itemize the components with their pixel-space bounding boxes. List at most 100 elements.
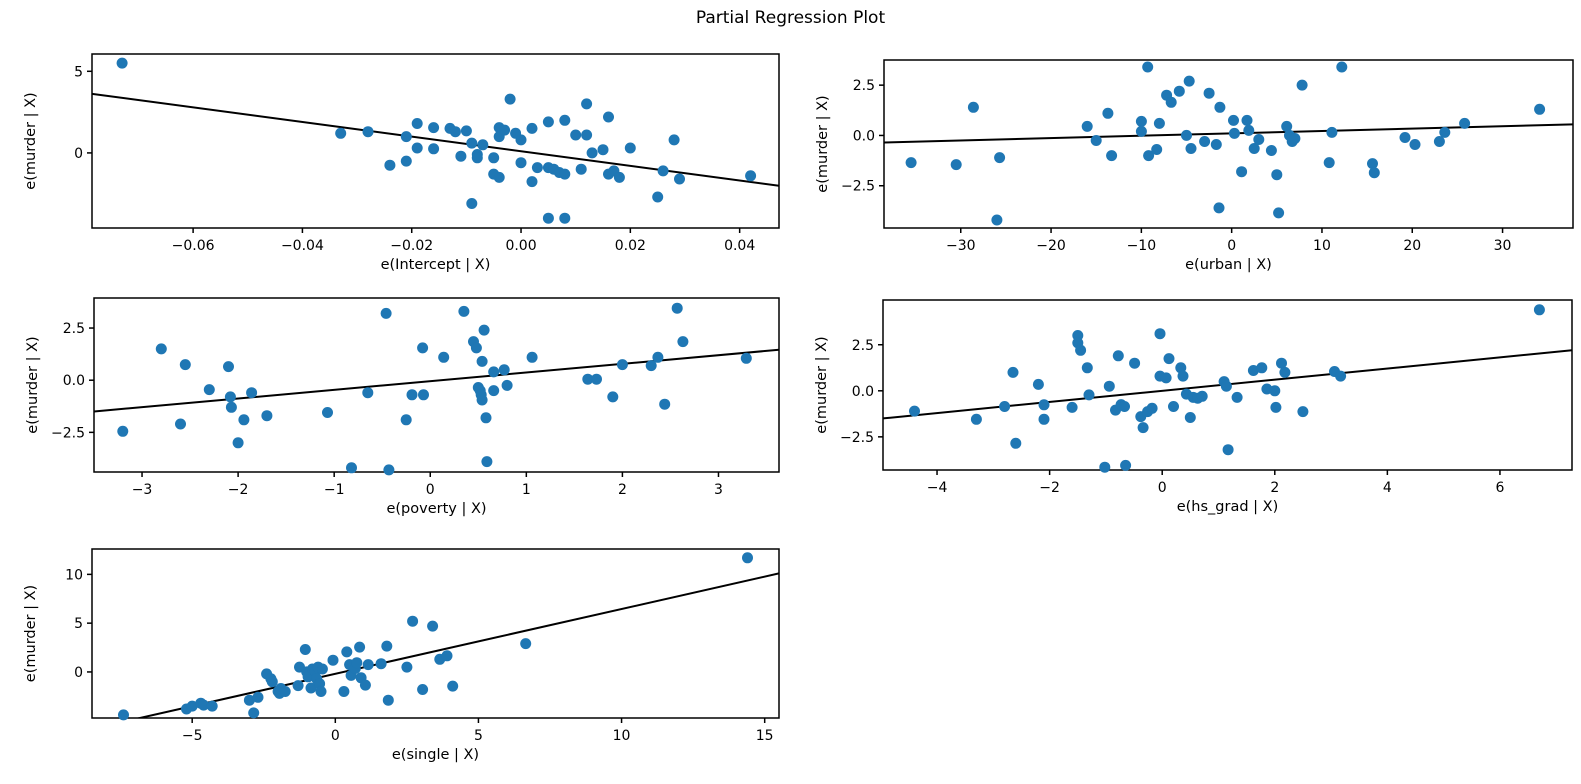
scatter-point bbox=[354, 641, 366, 653]
scatter-point bbox=[1154, 328, 1166, 340]
scatter-point bbox=[1297, 406, 1309, 418]
scatter-point bbox=[994, 152, 1006, 164]
scatter-point bbox=[1184, 412, 1196, 423]
scatter-point bbox=[460, 125, 472, 137]
scatter-point bbox=[1279, 366, 1291, 378]
scatter-point bbox=[428, 122, 440, 134]
scatter-point bbox=[1335, 370, 1347, 382]
y-tick-label: 0.0 bbox=[63, 373, 85, 389]
x-tick-label: 6 bbox=[1495, 480, 1504, 496]
scatter-point bbox=[559, 114, 571, 126]
scatter-point bbox=[417, 684, 429, 695]
scatter-point bbox=[1010, 437, 1022, 449]
scatter-point bbox=[581, 129, 593, 141]
scatter-point bbox=[243, 694, 255, 706]
scatter-point bbox=[1153, 117, 1165, 129]
scatter-point bbox=[1533, 304, 1545, 316]
scatter-point bbox=[1326, 126, 1338, 138]
scatter-point bbox=[603, 111, 614, 123]
x-tick-label: 20 bbox=[1403, 238, 1421, 254]
scatter-point bbox=[488, 366, 500, 378]
y-tick-label: 0.0 bbox=[852, 384, 874, 400]
scatter-point bbox=[1273, 207, 1285, 219]
scatter-point bbox=[179, 359, 191, 371]
scatter-point bbox=[581, 98, 593, 110]
scatter-point bbox=[999, 401, 1011, 412]
scatter-point bbox=[1210, 139, 1222, 150]
x-tick-label: 0 bbox=[1227, 238, 1236, 254]
scatter-point bbox=[671, 302, 683, 314]
scatter-point bbox=[380, 307, 392, 319]
x-tick-label: −0.04 bbox=[281, 238, 324, 254]
x-tick-label: 15 bbox=[756, 728, 774, 744]
scatter-point bbox=[411, 142, 423, 154]
x-tick-label: −4 bbox=[927, 480, 948, 496]
scatter-point bbox=[616, 359, 628, 371]
scatter-point bbox=[1323, 157, 1335, 169]
subplot-poverty: −3 −2 −1 0 1 2 3 −2.5 0.0 2.5 e(poverty | X) e(murd… bbox=[25, 297, 780, 517]
scatter-point bbox=[470, 342, 482, 354]
x-tick-label: 0.02 bbox=[615, 238, 646, 254]
scatter-point bbox=[1289, 133, 1301, 144]
scatter-point bbox=[488, 152, 500, 164]
x-axis-label: e(Intercept | X) bbox=[381, 257, 491, 273]
scatter-point bbox=[292, 680, 304, 692]
scatter-point bbox=[471, 152, 483, 164]
y-tick-label: 2.5 bbox=[63, 321, 85, 337]
scatter-point bbox=[375, 658, 387, 670]
y-tick-label: −2.5 bbox=[840, 430, 874, 446]
x-tick-label: −0.06 bbox=[172, 238, 215, 254]
regression-line bbox=[94, 348, 779, 413]
scatter-point bbox=[322, 407, 333, 418]
regression-line bbox=[884, 123, 1573, 144]
scatter-point bbox=[493, 171, 505, 183]
scatter-point bbox=[488, 385, 500, 397]
scatter-point bbox=[224, 391, 236, 403]
scatter-point bbox=[1214, 101, 1226, 113]
scatter-point bbox=[1248, 143, 1260, 154]
y-tick-label: 10 bbox=[65, 567, 83, 583]
scatter-point bbox=[118, 709, 129, 721]
x-tick-label: 1 bbox=[522, 482, 531, 498]
scatter-point bbox=[401, 661, 413, 673]
scatter-point bbox=[381, 640, 393, 652]
scatter-point bbox=[740, 352, 752, 364]
scatter-point bbox=[476, 394, 488, 406]
scatter-point bbox=[400, 131, 412, 143]
scatter-point bbox=[652, 191, 664, 203]
y-tick-label: 5 bbox=[74, 616, 83, 632]
x-tick-label: 0 bbox=[331, 728, 340, 744]
scatter-point bbox=[674, 173, 685, 185]
scatter-point bbox=[542, 212, 554, 224]
x-tick-label: 5 bbox=[474, 728, 483, 744]
x-tick-label: −3 bbox=[132, 482, 153, 498]
plot-area bbox=[93, 297, 780, 473]
x-axis-label: e(single | X) bbox=[392, 747, 479, 763]
scatter-point bbox=[1038, 413, 1050, 425]
scatter-point bbox=[418, 389, 429, 401]
scatter-point bbox=[970, 413, 982, 425]
scatter-point bbox=[1135, 125, 1147, 137]
scatter-point bbox=[252, 691, 264, 703]
scatter-point bbox=[481, 456, 493, 468]
scatter-point bbox=[316, 663, 328, 675]
scatter-point bbox=[742, 552, 753, 564]
scatter-point bbox=[238, 414, 250, 426]
scatter-point bbox=[305, 682, 317, 694]
scatter-point bbox=[677, 336, 689, 348]
scatter-point bbox=[449, 126, 461, 138]
scatter-point bbox=[476, 355, 488, 367]
scatter-point bbox=[591, 373, 602, 385]
scatter-point bbox=[526, 351, 538, 363]
scatter-point bbox=[1222, 444, 1234, 456]
scatter-point bbox=[1165, 96, 1177, 108]
scatter-point bbox=[501, 379, 513, 391]
scatter-point bbox=[1112, 350, 1124, 362]
scatter-point bbox=[116, 57, 128, 69]
x-axis-label: e(urban | X) bbox=[1185, 257, 1272, 273]
scatter-point bbox=[232, 437, 244, 449]
scatter-point bbox=[1175, 362, 1187, 374]
scatter-point bbox=[279, 686, 291, 697]
scatter-point bbox=[346, 462, 357, 474]
